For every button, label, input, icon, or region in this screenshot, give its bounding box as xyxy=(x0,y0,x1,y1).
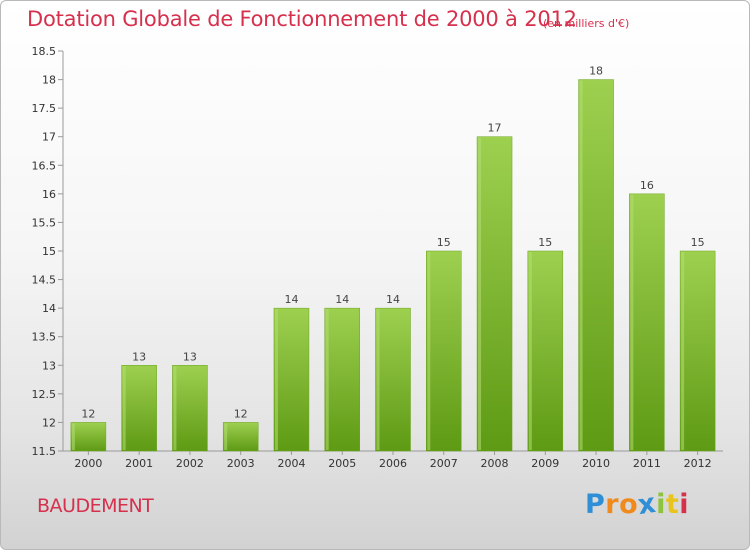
x-tick-label: 2000 xyxy=(74,457,102,470)
bar-value-label: 15 xyxy=(437,236,451,249)
x-tick-label: 2010 xyxy=(582,457,610,470)
bar-highlight xyxy=(224,423,228,450)
commune-name: BAUDEMENT xyxy=(37,495,154,517)
bar-value-label: 12 xyxy=(81,407,95,420)
labels: 2000 12 2001 13 2002 13 2003 12 2004 14 2005 14 2006… xyxy=(74,65,711,470)
bar-value-label: 15 xyxy=(538,236,552,249)
bar xyxy=(426,250,462,452)
bar-highlight xyxy=(274,309,278,450)
bar-value-label: 14 xyxy=(335,293,349,306)
bar xyxy=(70,422,107,452)
bar-highlight xyxy=(122,366,126,450)
y-tick-label: 14.5 xyxy=(32,274,57,287)
bar xyxy=(679,250,716,452)
proxiti-logo[interactable]: Proxiti xyxy=(585,487,690,522)
bar xyxy=(629,193,665,452)
chart-subtitle: (en milliers d'€) xyxy=(543,17,630,30)
bar-highlight xyxy=(579,80,583,451)
y-tick-label: 16 xyxy=(42,188,56,201)
y-tick-label: 12 xyxy=(42,416,56,429)
bar xyxy=(578,79,614,452)
bar-value-label: 17 xyxy=(488,122,502,135)
y-tick-label: 11.5 xyxy=(32,445,57,458)
bar-value-label: 13 xyxy=(183,350,197,363)
bar-highlight xyxy=(427,252,431,450)
y-tick-label: 17.5 xyxy=(32,102,57,115)
x-tick-label: 2009 xyxy=(531,457,559,470)
bar-highlight xyxy=(478,137,482,450)
x-tick-label: 2008 xyxy=(481,457,509,470)
bar-highlight xyxy=(630,194,634,450)
y-tick-label: 18 xyxy=(42,74,56,87)
bar-highlight xyxy=(71,423,75,450)
logo-letter: i xyxy=(656,489,666,520)
y-tick-label: 14 xyxy=(42,302,56,315)
bar-highlight xyxy=(376,309,380,450)
bar-value-label: 12 xyxy=(234,407,248,420)
bar-highlight xyxy=(681,252,685,450)
x-tick-label: 2007 xyxy=(430,457,458,470)
bar xyxy=(273,307,310,452)
x-tick-label: 2001 xyxy=(125,457,153,470)
bar-value-label: 16 xyxy=(640,179,654,192)
axes: 11.5 12 12.5 13 13.5 14 14.5 15 15.5 16 16.5 17 17.5… xyxy=(32,45,723,458)
bar-value-label: 15 xyxy=(691,236,705,249)
y-tick-label: 15 xyxy=(42,245,56,258)
x-tick-label: 2003 xyxy=(227,457,255,470)
y-tick-label: 12.5 xyxy=(32,388,57,401)
bar-highlight xyxy=(173,366,177,450)
bar-value-label: 18 xyxy=(589,65,603,78)
x-tick-label: 2006 xyxy=(379,457,407,470)
logo-letter: i xyxy=(679,489,690,520)
x-tick-label: 2012 xyxy=(684,457,712,470)
bar xyxy=(172,365,208,452)
x-tick-label: 2011 xyxy=(633,457,661,470)
bar xyxy=(222,422,259,452)
bar-value-label: 14 xyxy=(386,293,400,306)
x-tick-label: 2005 xyxy=(328,457,356,470)
y-tick-label: 18.5 xyxy=(32,45,57,58)
logo-letter: t xyxy=(665,489,680,520)
x-tick-label: 2004 xyxy=(277,457,305,470)
x-tick-label: 2002 xyxy=(176,457,204,470)
bar xyxy=(121,365,157,452)
bars xyxy=(70,79,716,452)
logo-letter: o xyxy=(619,489,639,520)
y-tick-label: 17 xyxy=(42,131,56,144)
chart-title: Dotation Globale de Fonctionnement de 20… xyxy=(27,7,577,31)
bar xyxy=(527,250,564,452)
bar-highlight xyxy=(528,252,532,450)
logo-letter: P xyxy=(585,489,606,520)
y-tick-label: 16.5 xyxy=(32,159,57,172)
bar-highlight xyxy=(325,309,329,450)
bar-value-label: 14 xyxy=(284,293,298,306)
y-tick-label: 15.5 xyxy=(32,216,57,229)
bar xyxy=(324,307,360,452)
y-tick-label: 13 xyxy=(42,359,56,372)
logo-letter: x xyxy=(636,487,659,522)
bar xyxy=(375,307,411,452)
y-tick-label: 13.5 xyxy=(32,331,57,344)
logo-letter: r xyxy=(605,489,620,520)
bar xyxy=(476,136,513,452)
bar-value-label: 13 xyxy=(132,350,146,363)
